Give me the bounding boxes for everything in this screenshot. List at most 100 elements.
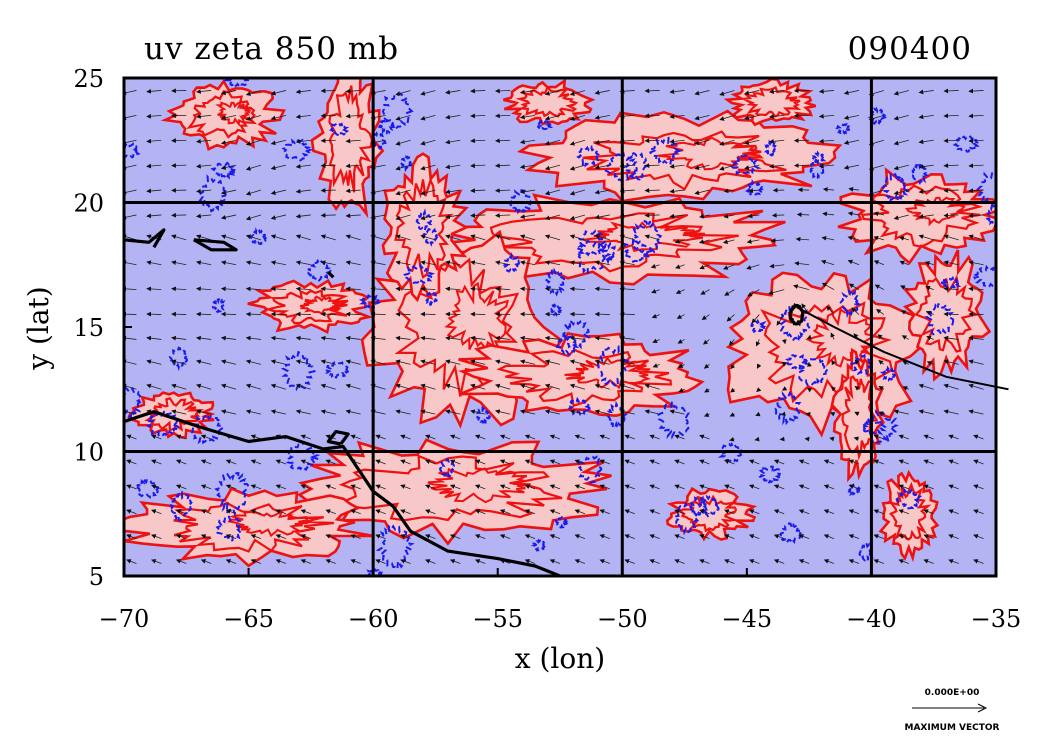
wind-vector — [754, 436, 760, 442]
wind-vector — [794, 261, 810, 266]
wind-vector — [699, 213, 710, 219]
y-tick-label: 20 — [73, 190, 104, 218]
wind-vector — [821, 235, 835, 241]
wind-vector — [425, 509, 436, 515]
positive-contour-inner — [841, 375, 879, 461]
wind-vector — [425, 559, 436, 564]
wind-vector — [948, 484, 959, 490]
wind-vector — [878, 385, 885, 391]
wind-vector — [171, 260, 187, 266]
wind-vector — [723, 188, 735, 194]
wind-vector — [805, 412, 811, 417]
wind-vector — [826, 305, 835, 315]
wind-vector — [395, 409, 411, 415]
wind-vector — [796, 212, 810, 217]
wind-vector — [873, 509, 885, 515]
wind-vector — [569, 335, 585, 341]
wind-vector — [822, 187, 835, 192]
negative-contour — [847, 483, 862, 497]
wind-vector — [220, 164, 237, 170]
coastline — [124, 228, 166, 249]
wind-vector — [395, 383, 411, 390]
wind-vector — [200, 434, 212, 440]
wind-vector — [719, 164, 735, 171]
wind-vector — [400, 559, 411, 564]
y-tick-label: 15 — [73, 314, 104, 342]
wind-vector — [943, 234, 959, 241]
wind-vector — [594, 114, 610, 120]
wind-vector — [220, 383, 237, 390]
wind-vector — [196, 286, 212, 292]
positive-region-fill — [296, 438, 612, 546]
wind-vector — [270, 286, 286, 292]
wind-vector — [345, 88, 361, 94]
wind-vector — [395, 286, 411, 292]
wind-vector — [651, 288, 660, 294]
wind-vector — [544, 90, 561, 96]
positive-contour-core — [905, 196, 966, 227]
wind-vector — [445, 214, 461, 220]
wind-vector — [748, 534, 760, 540]
wind-vector — [669, 213, 685, 219]
wind-vector — [943, 138, 959, 144]
wind-vector — [519, 114, 536, 120]
wind-vector — [923, 434, 934, 440]
wind-vector — [700, 289, 710, 295]
wind-vector — [395, 234, 411, 241]
negative-contour — [215, 515, 243, 543]
wind-vector — [151, 509, 162, 515]
wind-vector — [900, 310, 909, 315]
wind-vector — [245, 359, 262, 365]
wind-vector — [175, 459, 187, 465]
wind-vector — [250, 509, 262, 515]
wind-vector — [747, 289, 760, 297]
negative-contour — [689, 495, 709, 516]
wind-vector — [798, 459, 810, 465]
wind-vector — [151, 459, 162, 465]
wind-vector — [146, 359, 162, 365]
wind-vector — [375, 484, 386, 490]
wind-vector — [968, 383, 984, 390]
wind-vector — [200, 534, 212, 540]
wind-vector — [395, 260, 411, 266]
wind-vector — [220, 260, 237, 266]
positive-region — [247, 278, 374, 335]
negative-contour — [402, 263, 436, 286]
wind-vector — [445, 234, 461, 241]
wind-vector — [196, 138, 212, 144]
wind-vector — [918, 214, 934, 219]
wind-vector — [295, 188, 311, 194]
wind-vector — [320, 212, 336, 218]
negative-contour — [146, 409, 182, 438]
wind-vector — [449, 484, 461, 490]
wind-vector — [924, 261, 934, 266]
wind-vector — [495, 260, 511, 266]
wind-vector — [756, 363, 762, 369]
wind-vector — [495, 286, 511, 292]
wind-vector — [350, 509, 361, 515]
wind-vector — [624, 559, 635, 564]
wind-vector — [126, 459, 137, 465]
wind-vector — [445, 89, 461, 95]
wind-vector — [524, 484, 536, 490]
wind-vector — [699, 434, 710, 440]
wind-vector — [594, 311, 610, 317]
negative-contour — [545, 267, 566, 297]
wind-vector — [649, 484, 660, 490]
wind-vector — [445, 260, 461, 266]
wind-vector — [345, 409, 361, 415]
wind-vector — [245, 234, 262, 241]
wind-vector — [798, 484, 810, 490]
wind-vector — [644, 163, 660, 168]
wind-vector — [400, 459, 411, 465]
wind-vector — [699, 534, 710, 540]
wind-vector — [420, 335, 436, 341]
wind-vector — [873, 459, 885, 465]
wind-vector — [146, 383, 162, 390]
wind-vector — [769, 138, 785, 144]
wind-vector — [744, 114, 760, 121]
wind-vector — [755, 411, 761, 417]
wind-vector — [649, 459, 660, 465]
wind-vector — [146, 260, 162, 266]
negative-contour — [364, 567, 387, 576]
